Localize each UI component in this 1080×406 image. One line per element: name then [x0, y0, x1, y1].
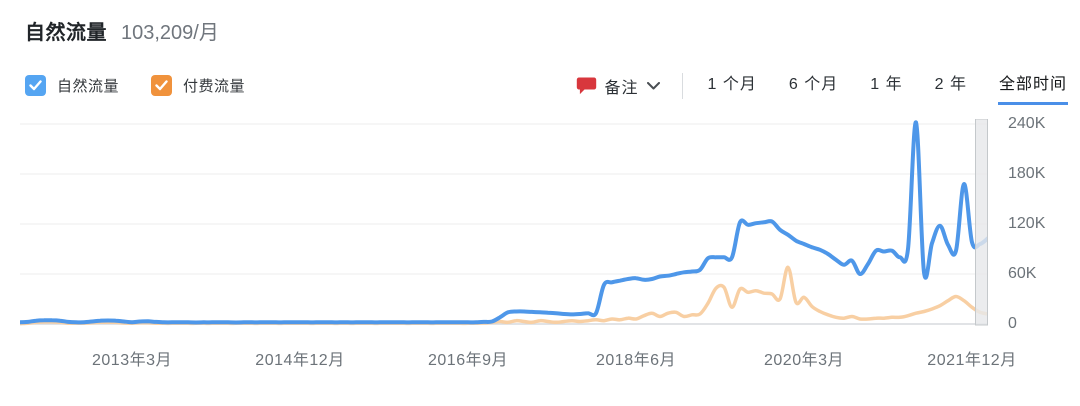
time-range-selector: 1 个月 6 个月 1 年 2 年全部时间 [707, 66, 1068, 105]
divider [681, 72, 683, 99]
range-button-1m[interactable]: 1 个月 [707, 66, 758, 105]
x-axis-tick-label: 2020年3月 [764, 352, 844, 369]
x-axis-tick-label: 2016年9月 [428, 352, 508, 369]
x-axis-labels: 2013年3月 2014年12月 2016年9月 2018年6月 2020年3月 2021… [0, 346, 1080, 369]
notes-dropdown[interactable]: 备注 [576, 74, 660, 98]
y-axis-labels: 240K 180K 120K 60K 0 [1008, 115, 1078, 334]
controls-row: 自然流量 付费流量 备注 1 个月 6 个月 1 年 2 年全部时间 [25, 66, 1068, 105]
y-axis-tick-label: 180K [1008, 165, 1046, 182]
range-button-all[interactable]: 全部时间 [997, 66, 1068, 105]
page-title: 自然流量 [25, 22, 107, 44]
traffic-chart: 240K 180K 120K 60K 0 2013年3月 2014年12月 2016年9月 2… [0, 115, 1080, 389]
notes-label: 备注 [604, 79, 639, 97]
note-bubble-icon-svg [576, 77, 596, 95]
checkbox-checked-icon[interactable] [151, 75, 173, 96]
x-axis-tick-label: 2021年12月 [927, 352, 1017, 369]
panel-header: 自然流量 103,209/月 [25, 16, 1080, 45]
range-brush-handle[interactable] [975, 119, 988, 326]
x-axis-tick-label: 2014年12月 [255, 352, 345, 369]
x-axis-tick-label: 2013年3月 [92, 352, 172, 369]
range-button-2y[interactable]: 2 年 [934, 66, 968, 105]
x-axis-tick-label: 2018年6月 [596, 352, 676, 369]
y-axis-tick-label: 240K [1008, 115, 1046, 132]
range-button-6m[interactable]: 6 个月 [788, 66, 839, 105]
checkbox-checked-icon[interactable] [25, 75, 46, 96]
organic-traffic-line [20, 120, 988, 325]
legend: 自然流量 付费流量 [25, 75, 245, 96]
range-button-1y[interactable]: 1 年 [869, 66, 903, 105]
y-axis-tick-label: 60K [1008, 265, 1037, 282]
y-axis-tick-label: 120K [1008, 215, 1046, 232]
legend-label: 付费流量 [183, 78, 246, 95]
note-bubble-icon [576, 76, 597, 95]
traffic-value: 103,209/月 [121, 22, 219, 44]
right-controls: 备注 1 个月 6 个月 1 年 2 年全部时间 [576, 66, 1068, 105]
plot-svg[interactable] [20, 119, 988, 334]
legend-checkbox-paid[interactable]: 付费流量 [151, 75, 245, 96]
legend-checkbox-organic[interactable]: 自然流量 [25, 75, 119, 96]
chevron-down-icon [646, 81, 660, 90]
y-axis-tick-label: 0 [1008, 315, 1017, 332]
legend-label: 自然流量 [57, 78, 120, 95]
